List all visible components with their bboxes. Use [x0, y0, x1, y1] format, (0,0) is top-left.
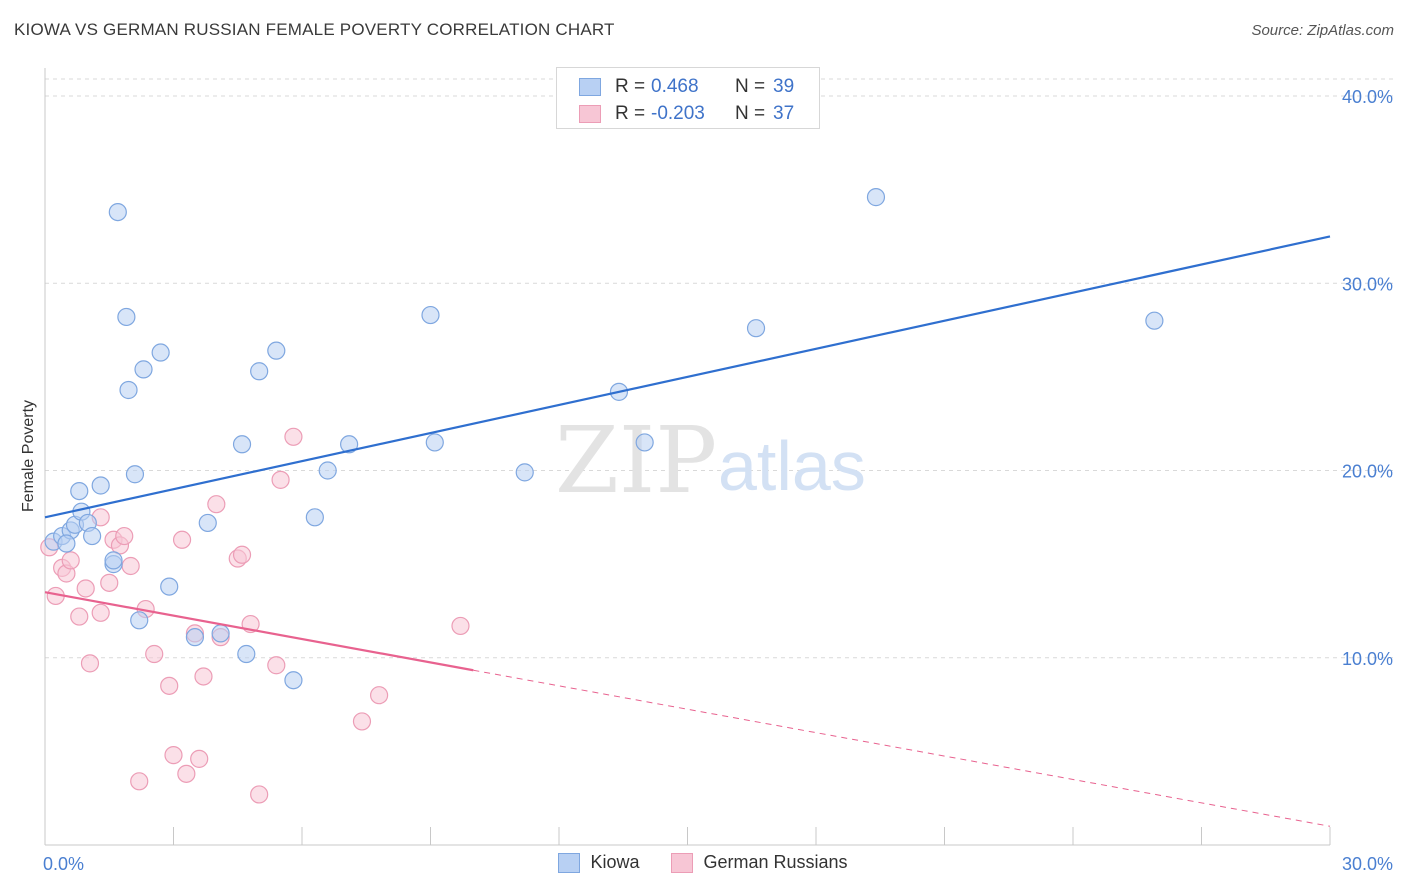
watermark-atlas: atlas	[718, 427, 866, 505]
kiowa-trend-line	[44, 235, 1331, 519]
kiowa-point	[237, 644, 256, 664]
german-russians-point	[284, 427, 303, 446]
german-russians-point	[100, 573, 119, 592]
kiowa-point	[198, 513, 217, 533]
german-russians-point	[61, 551, 80, 570]
legend-item-kiowa: Kiowa	[558, 852, 639, 873]
legend-r-value: 0.468	[651, 76, 699, 97]
german-russians-point	[207, 495, 226, 514]
kiowa-point	[211, 624, 230, 643]
x-tick-label-max: 30.0%	[1342, 854, 1393, 874]
german-russians-point	[121, 556, 140, 576]
german-russians-point	[91, 603, 110, 622]
kiowa-point	[421, 305, 440, 325]
kiowa-point	[119, 380, 138, 400]
german-russians-trend-extension	[473, 669, 1331, 827]
legend-r-label: R =	[615, 76, 646, 97]
kiowa-legend-label: Kiowa	[590, 852, 640, 872]
kiowa-point	[635, 433, 654, 452]
kiowa-point	[91, 476, 110, 495]
german-russians-point	[267, 656, 286, 675]
german-russians-point	[115, 526, 134, 546]
kiowa-point	[305, 508, 324, 527]
legend-n-value: 37	[773, 103, 795, 124]
german-russians-point	[145, 644, 164, 664]
series-legend: Kiowa German Russians	[0, 852, 1406, 873]
german-russians-point	[70, 607, 89, 626]
watermark-zip: ZIP	[555, 407, 717, 514]
german-russians-point	[177, 764, 196, 783]
kiowa-point	[160, 577, 179, 596]
trend-lines	[44, 235, 1331, 827]
y-tick-label: 30.0%	[1342, 274, 1393, 294]
german-russians-point	[190, 749, 209, 768]
german-russians-point	[76, 579, 95, 598]
chart-title: KIOWA VS GERMAN RUSSIAN FEMALE POVERTY C…	[14, 20, 615, 39]
stats-legend: R = 0.468 N = 39 R = -0.203 N = 37	[556, 67, 820, 129]
german-russians-point	[232, 545, 252, 564]
german-russians-point	[451, 616, 470, 636]
y-tick-label: 40.0%	[1342, 87, 1393, 107]
kiowa-point	[267, 341, 286, 360]
german-russians-trend-line	[44, 591, 474, 672]
german-russians-legend-label: German Russians	[703, 852, 848, 872]
kiowa-point	[151, 343, 170, 362]
german-russians-point	[370, 686, 389, 705]
y-axis-label: Female Poverty	[20, 400, 37, 512]
legend-n-value: 39	[773, 76, 795, 97]
kiowa-point	[340, 435, 359, 454]
kiowa-point	[83, 526, 102, 546]
kiowa-point	[130, 611, 149, 630]
kiowa-point	[250, 362, 269, 381]
german-russians-point	[352, 712, 372, 731]
kiowa-point	[185, 628, 205, 647]
kiowa-point	[232, 435, 252, 454]
grid-layer	[45, 78, 1393, 659]
x-tick-label-min: 0.0%	[43, 854, 84, 874]
source-credit: Source: ZipAtlas.com	[1251, 22, 1394, 39]
tick-labels: 10.0% 20.0% 30.0% 40.0% 0.0% 30.0%	[43, 87, 1393, 874]
y-tick-label: 10.0%	[1342, 649, 1393, 669]
legend-n-label: N =	[735, 103, 766, 124]
kiowa-point	[425, 433, 444, 452]
kiowa-point	[134, 360, 153, 379]
kiowa-point	[117, 307, 136, 327]
kiowa-point	[284, 671, 303, 690]
kiowa-point	[70, 481, 89, 501]
kiowa-point	[57, 534, 76, 553]
y-tick-label: 20.0%	[1342, 462, 1393, 482]
kiowa-point	[515, 463, 534, 482]
legend-item-german-russians: German Russians	[671, 852, 848, 873]
kiowa-point	[866, 188, 886, 207]
german-russians-point	[172, 530, 192, 549]
watermark: ZIP atlas	[555, 407, 866, 514]
kiowa-point	[1145, 311, 1164, 330]
legend-row-german-russians: R = -0.203 N = 37	[579, 101, 794, 127]
german-russians-point	[271, 470, 290, 489]
legend-r-label: R =	[615, 103, 646, 124]
german-russians-point	[250, 785, 269, 804]
legend-n-label: N =	[735, 76, 766, 97]
german-russians-legend-swatch	[671, 852, 694, 873]
kiowa-points	[44, 188, 1164, 690]
kiowa-point	[125, 465, 145, 484]
kiowa-legend-swatch	[558, 852, 581, 873]
kiowa-point	[746, 319, 766, 338]
kiowa-swatch	[579, 78, 601, 96]
legend-r-value: -0.203	[651, 103, 705, 124]
kiowa-point	[104, 551, 123, 570]
german-russians-point	[80, 654, 100, 673]
kiowa-point	[318, 461, 337, 480]
legend-row-kiowa: R = 0.468 N = 39	[579, 74, 794, 100]
axis-layer	[44, 68, 1331, 846]
german-russians-point	[160, 676, 179, 695]
kiowa-point	[108, 202, 127, 222]
german-russians-point	[194, 667, 213, 686]
german-russians-swatch	[579, 105, 601, 123]
german-russians-point	[130, 772, 149, 791]
german-russians-point	[164, 746, 183, 765]
